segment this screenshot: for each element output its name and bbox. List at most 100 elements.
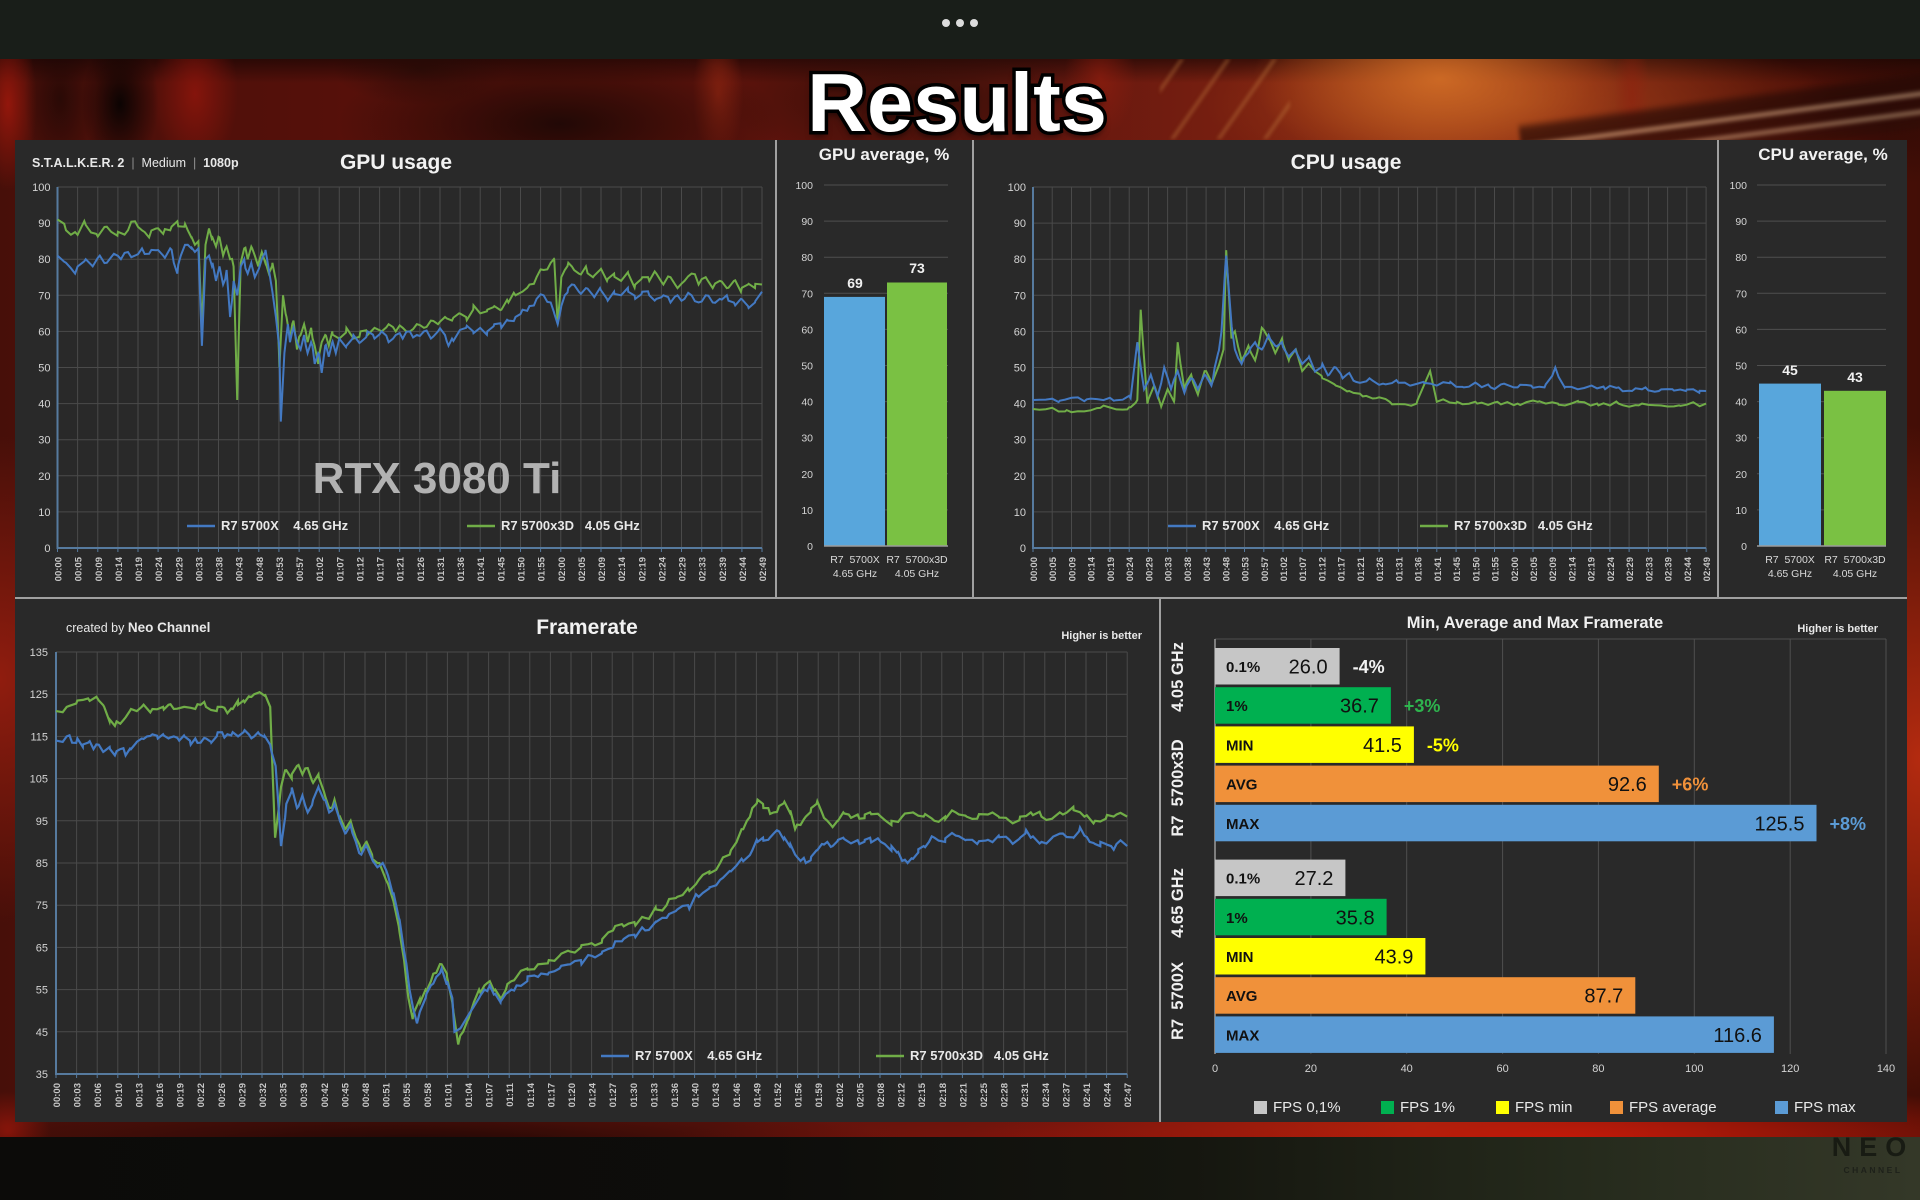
svg-text:00:06: 00:06 <box>93 1083 104 1107</box>
svg-text:00:45: 00:45 <box>340 1082 351 1107</box>
svg-text:00:57: 00:57 <box>295 557 306 581</box>
svg-text:00:32: 00:32 <box>258 1083 269 1107</box>
svg-text:R7 5700X: R7 5700X <box>1765 554 1815 566</box>
svg-text:00:33: 00:33 <box>1164 557 1175 581</box>
svg-text:30: 30 <box>38 435 50 447</box>
svg-text:01:12: 01:12 <box>355 557 366 581</box>
svg-text:MAX: MAX <box>1226 1027 1259 1044</box>
svg-text:02:37: 02:37 <box>1061 1083 1072 1107</box>
svg-text:FPS average: FPS average <box>1629 1099 1717 1116</box>
svg-text:02:49: 02:49 <box>758 557 769 581</box>
svg-text:02:34: 02:34 <box>1041 1082 1052 1107</box>
svg-text:40: 40 <box>801 397 813 409</box>
svg-text:0.1%: 0.1% <box>1226 871 1260 888</box>
svg-text:00:19: 00:19 <box>1106 557 1117 581</box>
svg-text:01:36: 01:36 <box>456 557 467 581</box>
svg-text:00:29: 00:29 <box>174 557 185 581</box>
svg-text:100: 100 <box>32 182 50 194</box>
svg-text:10: 10 <box>38 507 50 519</box>
svg-text:35.8: 35.8 <box>1336 907 1375 929</box>
svg-text:02:28: 02:28 <box>1000 1083 1011 1107</box>
svg-text:00:10: 00:10 <box>114 1083 125 1107</box>
svg-text:02:24: 02:24 <box>657 556 668 581</box>
svg-text:01:41: 01:41 <box>476 556 487 581</box>
svg-text:01:36: 01:36 <box>670 1083 681 1107</box>
svg-text:00:09: 00:09 <box>94 557 105 581</box>
svg-text:01:40: 01:40 <box>691 1083 702 1107</box>
svg-text:02:24: 02:24 <box>1606 556 1617 581</box>
svg-text:0: 0 <box>1212 1063 1218 1075</box>
svg-text:70: 70 <box>38 290 50 302</box>
svg-text:MIN: MIN <box>1226 737 1254 754</box>
svg-text:FPS max: FPS max <box>1794 1099 1856 1116</box>
svg-text:01:46: 01:46 <box>732 1083 743 1107</box>
svg-text:135: 135 <box>30 647 48 659</box>
svg-text:00:42: 00:42 <box>320 1083 331 1107</box>
svg-text:50: 50 <box>38 363 50 375</box>
svg-text:+8%: +8% <box>1830 814 1867 834</box>
svg-text:4.65 GHz: 4.65 GHz <box>833 568 877 580</box>
svg-text:R7 5700x3D: R7 5700x3D <box>886 554 948 566</box>
svg-text:R7 5700X 4.65 GHz: R7 5700X 4.65 GHz <box>221 518 349 533</box>
svg-text:20: 20 <box>1735 469 1747 481</box>
svg-text:00:33: 00:33 <box>194 557 205 581</box>
svg-text:30: 30 <box>1014 435 1026 447</box>
svg-text:0: 0 <box>807 541 813 553</box>
svg-text:50: 50 <box>1735 361 1747 373</box>
svg-text:02:05: 02:05 <box>1529 556 1540 581</box>
svg-text:01:55: 01:55 <box>537 556 548 581</box>
svg-text:60: 60 <box>38 326 50 338</box>
svg-text:4.05 GHz: 4.05 GHz <box>1833 568 1877 580</box>
svg-text:00:14: 00:14 <box>114 556 125 581</box>
svg-text:69: 69 <box>847 275 863 291</box>
svg-text:R7 5700X: R7 5700X <box>1169 962 1187 1040</box>
svg-text:Min, Average and Max Framerate: Min, Average and Max Framerate <box>1407 614 1663 632</box>
svg-text:01:31: 01:31 <box>1394 556 1405 581</box>
svg-text:01:45: 01:45 <box>1452 556 1463 581</box>
svg-text:02:19: 02:19 <box>637 557 648 581</box>
svg-text:90: 90 <box>1014 218 1026 230</box>
svg-text:80: 80 <box>1014 254 1026 266</box>
svg-text:AVG: AVG <box>1226 988 1257 1005</box>
svg-text:00:24: 00:24 <box>154 556 165 581</box>
svg-text:02:05: 02:05 <box>577 556 588 581</box>
svg-text:95: 95 <box>36 816 48 828</box>
svg-text:02:02: 02:02 <box>835 1083 846 1107</box>
svg-text:FPS min: FPS min <box>1515 1099 1573 1116</box>
svg-text:+3%: +3% <box>1404 696 1441 716</box>
svg-text:-4%: -4% <box>1353 657 1385 677</box>
svg-text:02:09: 02:09 <box>597 557 608 581</box>
svg-text:02:41: 02:41 <box>1082 1082 1093 1107</box>
svg-text:02:15: 02:15 <box>917 1082 928 1107</box>
svg-text:00:48: 00:48 <box>1221 557 1232 581</box>
svg-text:30: 30 <box>1735 433 1747 445</box>
svg-text:02:29: 02:29 <box>678 557 689 581</box>
svg-text:01:50: 01:50 <box>517 557 528 581</box>
svg-text:50: 50 <box>1014 363 1026 375</box>
svg-text:20: 20 <box>1305 1063 1317 1075</box>
svg-text:01:02: 01:02 <box>1279 557 1290 581</box>
svg-text:01:17: 01:17 <box>376 557 387 581</box>
svg-text:02:19: 02:19 <box>1587 557 1598 581</box>
svg-text:10: 10 <box>801 505 813 517</box>
svg-text:75: 75 <box>36 900 48 912</box>
svg-text:00:00: 00:00 <box>1029 557 1040 581</box>
svg-text:100: 100 <box>1729 180 1747 192</box>
svg-text:Framerate: Framerate <box>536 616 638 639</box>
svg-text:90: 90 <box>38 218 50 230</box>
svg-text:RTX 3080 Ti: RTX 3080 Ti <box>313 454 562 503</box>
svg-text:01:43: 01:43 <box>711 1083 722 1107</box>
svg-text:R7 5700x3D: R7 5700x3D <box>1824 554 1886 566</box>
svg-text:00:03: 00:03 <box>73 1083 84 1107</box>
svg-text:02:09: 02:09 <box>1548 557 1559 581</box>
svg-text:01:01: 01:01 <box>443 1082 454 1107</box>
svg-text:+6%: +6% <box>1672 775 1709 795</box>
svg-text:00:48: 00:48 <box>361 1083 372 1107</box>
svg-text:GPU usage: GPU usage <box>340 151 452 174</box>
svg-text:100: 100 <box>1008 182 1026 194</box>
svg-text:S.T.A.L.K.E.R. 2 | Medium |: S.T.A.L.K.E.R. 2 | Medium | 1080p <box>32 156 239 170</box>
svg-text:01:49: 01:49 <box>752 1083 763 1107</box>
svg-text:01:20: 01:20 <box>567 1083 578 1107</box>
svg-text:1%: 1% <box>1226 698 1248 715</box>
svg-text:70: 70 <box>1735 288 1747 300</box>
